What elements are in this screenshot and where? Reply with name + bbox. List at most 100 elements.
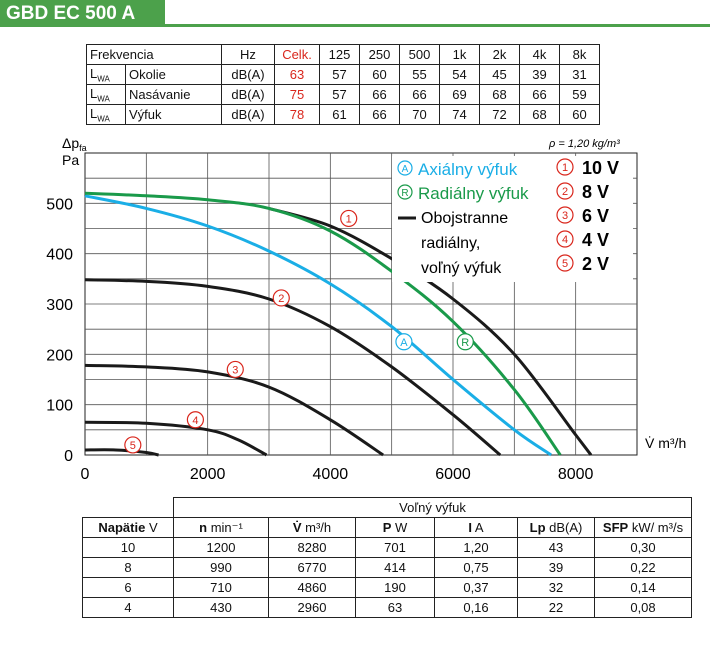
perf-cell: 990	[173, 557, 269, 578]
legend-speed-marker: 1	[562, 162, 568, 174]
noise-unit: dB(A)	[221, 104, 275, 125]
perf-header-row: Napätie V n min⁻¹ V̇ m³/h P W I A Lp dB(…	[82, 517, 692, 538]
legend-speed-label: 4 V	[582, 230, 609, 250]
legend-radial: R Radiálny výfuk	[397, 184, 529, 203]
perf-cell: 6	[82, 577, 174, 598]
perf-cell: 1200	[173, 537, 269, 558]
perf-header-cell: SFP kW/ m³/s	[594, 517, 692, 538]
legend-speed-marker: 3	[562, 210, 568, 222]
legend-speed-marker-circle	[556, 254, 574, 272]
y-tick-label: 500	[46, 196, 73, 213]
chart-ticks: 0 2000 4000 6000 8000 0 100 200 300 400 500	[46, 196, 593, 483]
noise-cell: 57	[319, 84, 360, 105]
legend-speed-label: 2 V	[582, 254, 609, 274]
noise-header-cell: Frekvencia	[86, 44, 222, 65]
perf-cell: 0,16	[434, 597, 518, 618]
series-marker-label: 5	[130, 440, 136, 452]
perf-cell: 0,30	[594, 537, 692, 558]
chart-markers: A R 1 2 3 4 5	[124, 209, 474, 454]
perf-cell: 0,37	[434, 577, 518, 598]
performance-table: Voľný výfuk Napätie V n min⁻¹ V̇ m³/h P …	[82, 497, 692, 618]
noise-row: LWA Okolie dB(A) 63 57 60 55 54 45 39 31	[86, 64, 600, 85]
perf-cell: 190	[355, 577, 435, 598]
series-marker-3	[226, 360, 244, 379]
legend-both-label: voľný výfuk	[421, 260, 502, 277]
series-marker-1	[340, 209, 358, 228]
perf-header-cell: Lp dB(A)	[517, 517, 595, 538]
noise-cell: 68	[479, 84, 520, 105]
noise-table: Frekvencia Hz Celk. 125 250 500 1k 2k 4k…	[86, 44, 600, 125]
y-tick-label: 300	[46, 297, 73, 314]
legend-axial-label: Axiálny výfuk	[418, 160, 518, 179]
perf-row: 10 1200 8280 701 1,20 43 0,30	[82, 537, 692, 558]
legend-speed-marker: 5	[562, 258, 568, 270]
chart-legend: A Axiálny výfuk R Radiálny výfuk Obojstr…	[392, 156, 633, 282]
perf-cell: 0,22	[594, 557, 692, 578]
legend-speed-marker-circle	[556, 206, 574, 224]
x-tick-label: 0	[81, 466, 90, 483]
perf-cell: 4860	[268, 577, 356, 598]
series-line-2	[84, 278, 502, 457]
series-line-R	[84, 191, 562, 456]
noise-unit: dB(A)	[221, 64, 275, 85]
series-marker-label: 1	[346, 213, 352, 225]
perf-cell: 2960	[268, 597, 356, 618]
perf-empty-cell	[82, 497, 174, 518]
perf-cell: 22	[517, 597, 595, 618]
legend-radial-label: Radiálny výfuk	[418, 184, 529, 203]
noise-header-cell: 125	[319, 44, 360, 65]
x-axis-label: V̇ m³/h	[645, 435, 686, 451]
chart-grid	[84, 152, 638, 456]
chart-curves	[84, 191, 593, 457]
noise-header-row: Frekvencia Hz Celk. 125 250 500 1k 2k 4k…	[86, 44, 600, 65]
perf-row: 6 710 4860 190 0,37 32 0,14	[82, 577, 692, 598]
noise-header-cell: 2k	[479, 44, 520, 65]
perf-cell: 0,75	[434, 557, 518, 578]
series-marker-label: A	[400, 337, 408, 349]
y-axis-label: Δpfa	[62, 135, 87, 153]
legend-axial-marker-circle	[397, 160, 413, 176]
perf-cell: 414	[355, 557, 435, 578]
perf-cell: 710	[173, 577, 269, 598]
series-marker-label: 4	[192, 415, 198, 427]
y-tick-label: 400	[46, 247, 73, 264]
perf-row: 8 990 6770 414 0,75 39 0,22	[82, 557, 692, 578]
perf-header-cell: P W	[355, 517, 435, 538]
series-marker-5	[124, 436, 142, 454]
perf-cell: 32	[517, 577, 595, 598]
perf-row: 4 430 2960 63 0,16 22 0,08	[82, 597, 692, 618]
legend-both-label: Obojstranne	[421, 210, 508, 227]
noise-cell: 60	[559, 104, 600, 125]
perf-cell: 10	[82, 537, 174, 558]
noise-cell: 68	[519, 104, 560, 125]
series-marker-4	[186, 411, 204, 429]
x-tick-label: 8000	[558, 466, 594, 483]
perf-cell: 8	[82, 557, 174, 578]
perf-cell: 43	[517, 537, 595, 558]
legend-radial-marker: R	[401, 188, 408, 199]
perf-group-header: Voľný výfuk	[173, 497, 692, 518]
series-marker-R	[456, 333, 474, 351]
legend-axial-marker: A	[402, 164, 409, 175]
legend-speed-marker-circle	[556, 158, 574, 176]
noise-row-label: Výfuk	[125, 104, 222, 125]
perf-cell: 6770	[268, 557, 356, 578]
legend-both-label: radiálny,	[421, 235, 480, 252]
noise-cell: 72	[479, 104, 520, 125]
legend-speed-marker-circle	[556, 230, 574, 248]
y-tick-label: 0	[64, 448, 73, 465]
legend-speed-label: 8 V	[582, 182, 609, 202]
noise-cell: 70	[399, 104, 440, 125]
perf-header-cell: I A	[434, 517, 518, 538]
fan-curve-chart: ρ = 1,20 kg/m³ Δpfa Pa V̇ m³/h 0 2000 4000…	[46, 135, 686, 483]
y-tick-label: 100	[46, 398, 73, 415]
y-tick-label: 200	[46, 347, 73, 364]
series-marker-label: 2	[278, 293, 284, 305]
legend-both: Obojstranne radiálny, voľný výfuk	[398, 210, 508, 277]
legend-speed-marker: 2	[562, 186, 568, 198]
series-marker-A	[395, 333, 413, 351]
noise-total: 78	[274, 104, 320, 125]
perf-header-cell: n min⁻¹	[173, 517, 269, 538]
perf-cell: 0,08	[594, 597, 692, 618]
series-line-A	[84, 194, 552, 457]
